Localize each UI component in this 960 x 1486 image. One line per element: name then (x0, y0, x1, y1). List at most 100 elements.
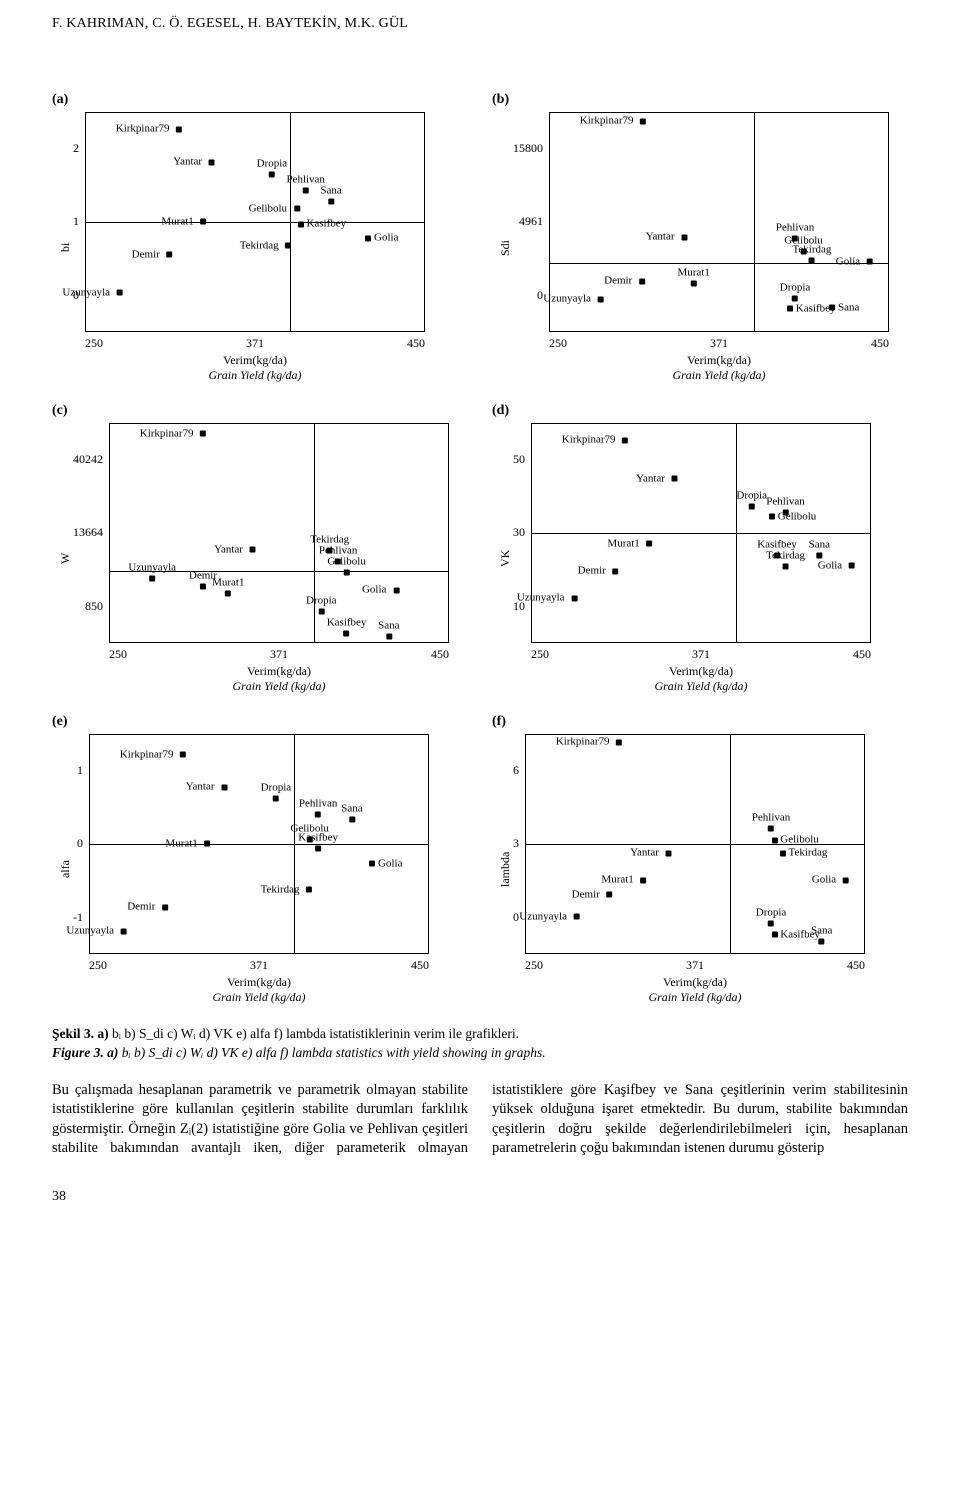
data-point: Dropia (780, 283, 811, 302)
data-point: Uzunyayla (519, 911, 579, 922)
caption-en-bold: Figure 3. a) (52, 1045, 118, 1060)
data-point: Golia (369, 858, 402, 869)
page: F. KAHRIMAN, C. Ö. EGESEL, H. BAYTEKİN, … (0, 0, 960, 1486)
figure-grid: (a)bi210Kirkpinar79 Yantar DropiaPehliva… (52, 92, 908, 1005)
data-point: Tekirdag (261, 884, 313, 895)
data-point: Murat1 (165, 839, 210, 850)
data-point: Gelibolu (772, 835, 819, 846)
data-point: Tekirdag (780, 848, 828, 859)
x-axis-label: Verim(kg/da)Grain Yield (kg/da) (85, 353, 425, 383)
data-point: Murat1 (161, 217, 206, 228)
panel-e: (e)alfa10-1Kirkpinar79 Yantar DropiaPehl… (52, 714, 468, 1005)
panel-letter: (c) (52, 403, 468, 419)
data-point: Demir (604, 276, 645, 287)
data-point: Murat1 (212, 577, 244, 596)
caption-en-rest: bᵢ b) S_di c) Wᵢ d) VK e) alfa f) lambda… (118, 1045, 545, 1060)
data-point: Murat1 (601, 875, 646, 886)
data-point: Uzunyayla (517, 593, 577, 604)
y-ticks: 10-1 (73, 734, 89, 954)
data-point: Tekirdag (766, 551, 805, 570)
data-point: Golia (836, 257, 873, 268)
data-point: Uzunyayla (128, 562, 176, 581)
y-axis-label: lambda (492, 734, 513, 1005)
data-point: Kirkpinar79 (120, 749, 187, 760)
data-point: Kasifbey (787, 303, 835, 314)
data-point: Murat1 (607, 538, 652, 549)
panel-d: (d)VK503010Kirkpinar79 Yantar DropiaPehl… (492, 403, 908, 694)
data-point: Dropia (736, 491, 767, 510)
running-head: F. KAHRIMAN, C. Ö. EGESEL, H. BAYTEKİN, … (52, 16, 908, 32)
data-point: Yantar (646, 232, 688, 243)
data-point: Yantar (636, 473, 678, 484)
x-ticks: 250371450 (525, 958, 865, 973)
data-point: Golia (365, 233, 398, 244)
x-axis-label: Verim(kg/da)Grain Yield (kg/da) (549, 353, 889, 383)
panel-letter: (d) (492, 403, 908, 419)
data-point: Murat1 (677, 268, 709, 287)
data-point: Pehlivan (299, 799, 338, 818)
plot-area: Kirkpinar79 Pehlivan GeliboluYantar Teki… (525, 734, 865, 954)
panel-letter: (f) (492, 714, 908, 730)
ref-line-vertical (754, 113, 755, 331)
data-point: Sana (811, 925, 832, 944)
data-point: Pehlivan (752, 813, 791, 832)
y-axis-label: W (52, 423, 73, 694)
data-point: Kirkpinar79 (140, 428, 207, 439)
data-point: Uzunyayla (543, 294, 603, 305)
x-ticks: 250371450 (109, 647, 449, 662)
panel-letter: (e) (52, 714, 468, 730)
data-point: Tekirdag (240, 240, 292, 251)
panel-c: (c) W4024213664850Kirkpinar79 Yantar Teki… (52, 403, 468, 694)
data-point: Kasifbey (298, 832, 338, 851)
data-point: Sana (829, 302, 859, 313)
panel-a: (a) bi210Kirkpinar79 Yantar DropiaPehliva… (52, 92, 468, 383)
data-point: Demir (132, 249, 173, 260)
data-point: Kasifbey (327, 618, 367, 637)
data-point: Sana (341, 804, 362, 823)
caption-tr-rest: bᵢ b) S_di c) Wᵢ d) VK e) alfa f) lambda… (109, 1026, 519, 1041)
data-point: Yantar (173, 157, 215, 168)
data-point: Uzunyayla (62, 287, 122, 298)
data-point: Gelibolu (249, 203, 300, 214)
ref-line-horizontal (86, 222, 424, 223)
data-point: Demir (578, 566, 619, 577)
data-point: Kirkpinar79 (116, 124, 183, 135)
x-ticks: 250371450 (89, 958, 429, 973)
x-axis-label: Verim(kg/da)Grain Yield (kg/da) (89, 975, 429, 1005)
data-point: Dropia (306, 596, 337, 615)
plot-area: Kirkpinar79 Yantar DropiaPehlivanSanaGel… (89, 734, 429, 954)
data-point: Kirkpinar79 (580, 116, 647, 127)
ref-line-horizontal (90, 844, 428, 845)
page-number: 38 (52, 1189, 908, 1205)
data-point: Gelibolu (327, 557, 366, 576)
caption-tr-bold: Şekil 3. a) (52, 1026, 109, 1041)
y-axis-label: Sdi (492, 112, 513, 383)
body-text: Bu çalışmada hesaplanan parametrik ve pa… (52, 1081, 908, 1159)
data-point: Dropia (261, 782, 292, 801)
data-point: Yantar (186, 782, 228, 793)
figure-caption: Şekil 3. a) bᵢ b) S_di c) Wᵢ d) VK e) al… (52, 1025, 908, 1063)
data-point: Yantar (630, 848, 672, 859)
data-point: Golia (362, 585, 399, 596)
y-ticks: 210 (73, 112, 85, 332)
panel-b: (b)Sdi1580049610Kirkpinar79 Yantar Pehli… (492, 92, 908, 383)
y-axis-label: bi (52, 112, 73, 383)
data-point: Dropia (257, 158, 288, 177)
plot-area: Kirkpinar79 Yantar PehlivanGeliboluTekir… (549, 112, 889, 332)
y-ticks: 4024213664850 (73, 423, 109, 643)
data-point: Sana (378, 621, 399, 640)
panel-letter: (a) (52, 92, 468, 108)
data-point: Golia (812, 875, 849, 886)
panel-f: (f)lambda630Kirkpinar79 Pehlivan Gelibol… (492, 714, 908, 1005)
x-ticks: 250371450 (549, 336, 889, 351)
data-point: Sana (809, 540, 830, 559)
panel-letter: (b) (492, 92, 908, 108)
plot-area: Kirkpinar79 Yantar TekirdagPehlivanGelib… (109, 423, 449, 643)
x-axis-label: Verim(kg/da)Grain Yield (kg/da) (531, 664, 871, 694)
plot-area: Kirkpinar79 Yantar DropiaPehlivan Gelibo… (531, 423, 871, 643)
plot-area: Kirkpinar79 Yantar DropiaPehlivanSanaGel… (85, 112, 425, 332)
data-point: Uzunyayla (66, 926, 126, 937)
x-ticks: 250371450 (85, 336, 425, 351)
data-point: Demir (127, 902, 168, 913)
ref-line-horizontal (532, 533, 870, 534)
